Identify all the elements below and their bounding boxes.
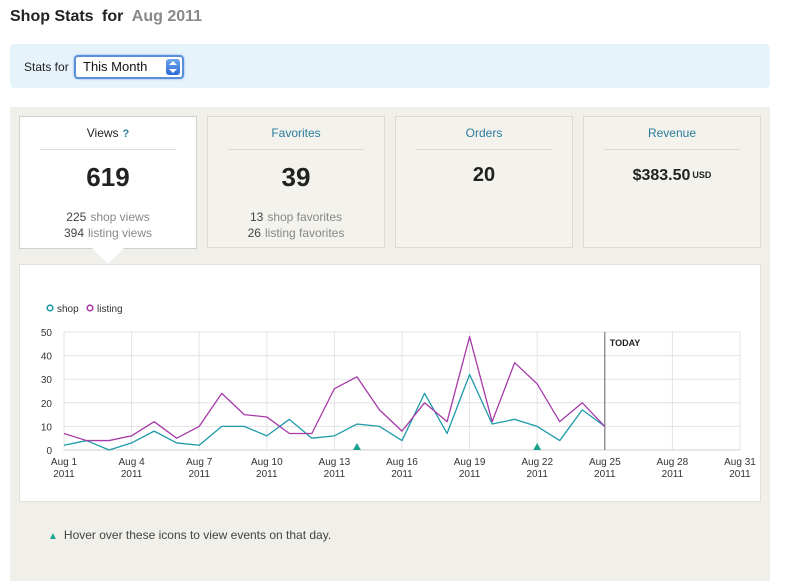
- shop-legend-icon: [46, 304, 54, 312]
- x-tick-label: Aug 1: [51, 457, 78, 468]
- listing-views-line: 394 listing views: [20, 226, 196, 240]
- x-tick-year: 2011: [729, 469, 751, 480]
- listing-legend-icon: [86, 304, 94, 312]
- stats-panel: Views? 619 225 shop views 394 listing view…: [10, 107, 770, 581]
- x-tick-year: 2011: [53, 469, 75, 480]
- listing-views-value: 394: [63, 226, 84, 240]
- revenue-title[interactable]: Revenue: [647, 126, 697, 140]
- event-marker-icon[interactable]: [533, 443, 542, 450]
- views-title-text: Views: [86, 126, 119, 140]
- revenue-currency: USD: [692, 170, 712, 180]
- events-note: ▲ Hover over these icons to view events o…: [48, 528, 331, 542]
- views-title: Views?: [20, 126, 196, 140]
- revenue-value: $383.50: [632, 167, 691, 184]
- period-select-value: This Month: [83, 59, 148, 74]
- chart-grid: [63, 331, 741, 451]
- x-tick-year: 2011: [526, 469, 548, 480]
- x-tick-year: 2011: [121, 469, 143, 480]
- shop-views-label: shop views: [90, 210, 150, 224]
- active-card-pointer: [90, 246, 126, 264]
- x-tick-label: Aug 7: [186, 457, 213, 468]
- event-triangle-icon: ▲: [48, 531, 58, 542]
- x-tick-year: 2011: [324, 469, 346, 480]
- shop-favorites-label: shop favorites: [267, 210, 343, 224]
- chart-legend: shop listing: [46, 304, 123, 315]
- x-tick-year: 2011: [662, 469, 684, 480]
- card-divider: [40, 149, 176, 150]
- listing-series-line: [63, 336, 606, 442]
- x-tick-year: 2011: [459, 469, 481, 480]
- event-marker-icon[interactable]: [352, 443, 361, 450]
- y-tick-label: 10: [41, 422, 53, 433]
- select-arrows-icon: [166, 59, 180, 75]
- y-tick-label: 30: [41, 375, 53, 386]
- page-title-text: Shop Stats: [10, 8, 94, 25]
- x-tick-year: 2011: [391, 469, 413, 480]
- y-tick-label: 40: [41, 352, 53, 363]
- orders-title[interactable]: Orders: [465, 126, 503, 140]
- y-tick-label: 0: [46, 446, 52, 457]
- page-title: Shop Stats for Aug 2011: [10, 8, 202, 26]
- shop-views-line: 225 shop views: [20, 210, 196, 224]
- card-divider: [416, 149, 552, 150]
- help-icon[interactable]: ?: [122, 128, 130, 140]
- listing-views-label: listing views: [88, 226, 153, 240]
- x-tick-year: 2011: [188, 469, 210, 480]
- page-title-for: for: [102, 8, 124, 25]
- revenue-card[interactable]: Revenue $383.50 USD: [583, 116, 761, 248]
- stats-for-label: Stats for: [24, 60, 69, 74]
- x-tick-year: 2011: [594, 469, 616, 480]
- chart-series: [63, 336, 606, 451]
- x-tick-label: Aug 10: [251, 457, 283, 468]
- x-tick-label: Aug 28: [657, 457, 689, 468]
- listing-favorites-line: 26 listing favorites: [208, 226, 384, 240]
- x-tick-label: Aug 19: [454, 457, 486, 468]
- shop-views-value: 225: [66, 210, 87, 224]
- x-tick-label: Aug 16: [386, 457, 418, 468]
- x-tick-label: Aug 4: [119, 457, 146, 468]
- views-value: 619: [86, 162, 130, 192]
- shop-legend-label: shop: [57, 304, 79, 315]
- x-tick-label: Aug 31: [724, 457, 756, 468]
- listing-favorites-label: listing favorites: [264, 226, 345, 240]
- stats-chart: 0 10 20 30 40 50 Aug 1 2011 Aug 4 2011 Aug 7 2011 Au…: [19, 264, 761, 502]
- favorites-card[interactable]: Favorites 39 13 shop favorites 26 listing …: [207, 116, 385, 248]
- favorites-value: 39: [281, 162, 311, 192]
- card-divider: [228, 149, 364, 150]
- chart-events: [352, 443, 542, 450]
- card-divider: [604, 149, 740, 150]
- y-tick-label: 20: [41, 399, 53, 410]
- orders-card[interactable]: Orders 20: [395, 116, 573, 248]
- revenue-value-line: $383.50 USD: [584, 167, 760, 185]
- favorites-title[interactable]: Favorites: [271, 126, 321, 140]
- orders-value: 20: [472, 164, 496, 186]
- shop-favorites-line: 13 shop favorites: [208, 210, 384, 224]
- x-tick-year: 2011: [256, 469, 278, 480]
- shop-favorites-value: 13: [249, 210, 264, 224]
- x-tick-label: Aug 22: [521, 457, 553, 468]
- page-title-period: Aug 2011: [131, 8, 203, 25]
- x-tick-label: Aug 25: [589, 457, 621, 468]
- today-label: TODAY: [610, 338, 641, 348]
- views-card[interactable]: Views? 619 225 shop views 394 listing view…: [19, 116, 197, 249]
- listing-legend-label: listing: [97, 304, 123, 315]
- x-tick-label: Aug 13: [319, 457, 351, 468]
- shop-series-line: [63, 373, 606, 451]
- period-select[interactable]: This Month: [74, 55, 184, 79]
- stats-filter-bar: Stats for This Month: [10, 44, 770, 88]
- listing-favorites-value: 26: [247, 226, 261, 240]
- y-tick-label: 50: [41, 328, 53, 339]
- events-note-text: Hover over these icons to view events on…: [63, 528, 332, 542]
